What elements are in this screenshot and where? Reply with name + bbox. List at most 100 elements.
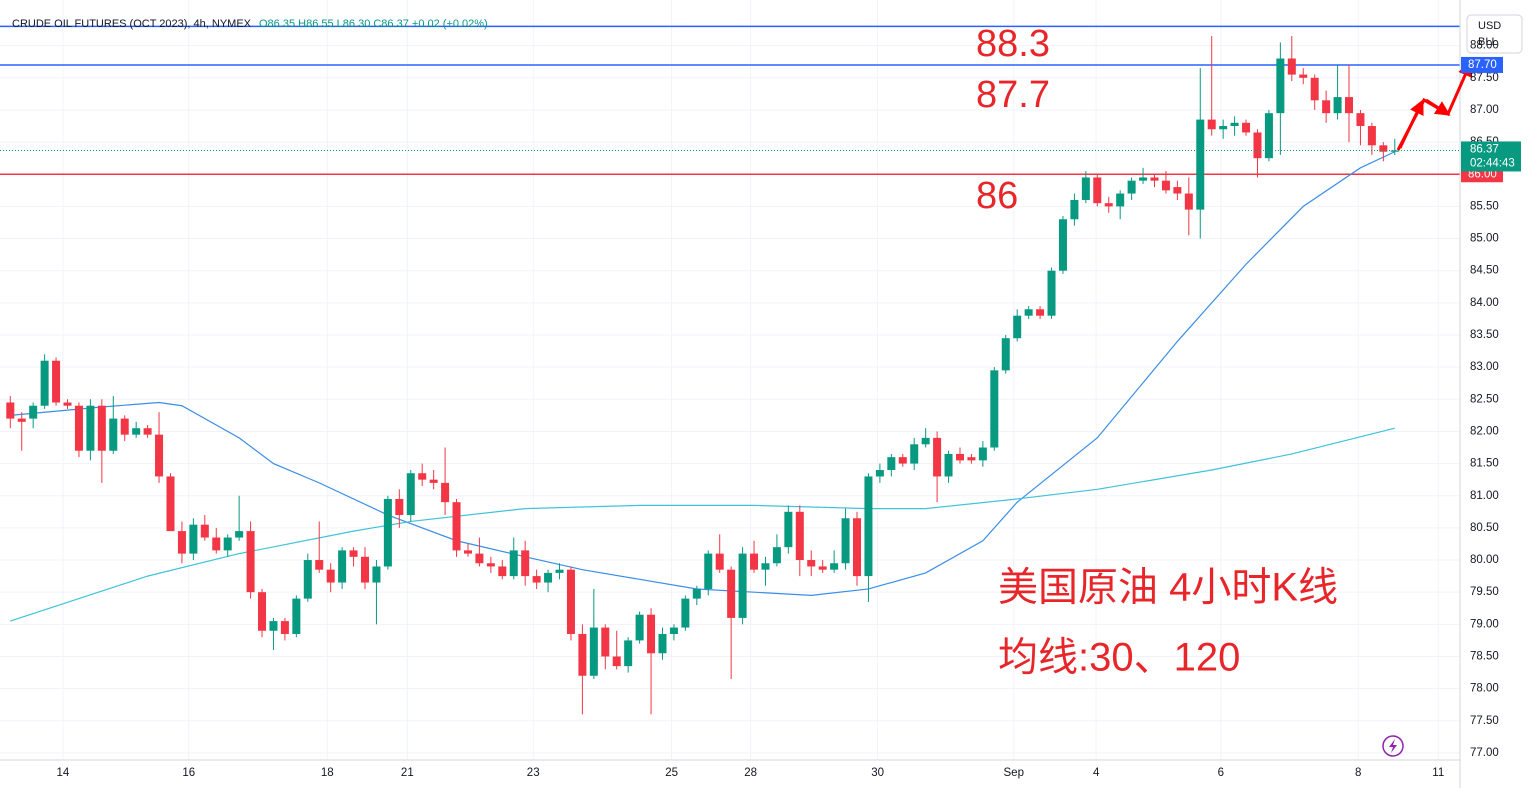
y-tick-label: 85.00 <box>1470 233 1499 245</box>
plot <box>0 25 1460 715</box>
candle-body <box>1333 97 1342 114</box>
candle-body <box>1345 97 1354 114</box>
candle-body <box>200 524 209 538</box>
candle-body <box>532 576 541 583</box>
x-tick-label: 25 <box>665 767 678 779</box>
y-tick-label: 78.00 <box>1470 683 1499 695</box>
symbol-title: CRUDE OIL FUTURES (OCT 2023), 4h, NYMEX <box>12 18 252 30</box>
candle-body <box>360 556 370 583</box>
ohlc-info: O86.35 H86.55 L86.30 C86.37 +0.02 (+0.02… <box>259 18 488 30</box>
candle-body <box>1287 58 1296 75</box>
candle-body <box>463 550 472 554</box>
candle-body <box>761 563 770 570</box>
candle-body <box>624 640 633 667</box>
candle-body <box>1173 187 1182 194</box>
candle-body <box>1390 150 1399 152</box>
candle-body <box>1184 193 1193 210</box>
candle-body <box>1242 122 1251 133</box>
candle-body <box>292 598 301 634</box>
candle-body <box>978 447 987 461</box>
y-tick-label: 79.50 <box>1470 586 1499 598</box>
candle-body <box>795 511 804 561</box>
candle-body <box>1070 199 1079 220</box>
x-tick-label: 18 <box>321 767 334 779</box>
candle-body <box>509 550 518 577</box>
candle-body <box>967 457 976 461</box>
candle-body <box>921 437 930 445</box>
candle-body <box>1161 180 1170 191</box>
candle-body <box>326 569 335 583</box>
candle-body <box>715 553 724 570</box>
candle-body <box>864 476 873 577</box>
candle-body <box>681 598 690 628</box>
candle-body <box>910 444 919 464</box>
candle-body <box>658 633 667 654</box>
candle-body <box>338 550 347 583</box>
y-tick-label: 78.50 <box>1470 651 1499 663</box>
candle-body <box>704 553 713 589</box>
y-tick-label: 79.00 <box>1470 618 1499 630</box>
candle-body <box>853 518 862 577</box>
y-tick-label: 88.00 <box>1470 40 1499 52</box>
x-tick-label: 23 <box>527 767 540 779</box>
candle-body <box>189 524 198 554</box>
y-tick-label: 87.50 <box>1470 72 1499 84</box>
candle-body <box>235 531 244 538</box>
candle-body <box>1356 113 1365 127</box>
candle-body <box>1230 122 1239 127</box>
candle-body <box>1093 177 1102 204</box>
annotation: 均线:30、120 <box>998 636 1240 680</box>
candle-body <box>303 560 312 599</box>
candle-body <box>1367 126 1376 146</box>
y-tick-label: 82.50 <box>1470 393 1499 405</box>
candle-body <box>1299 74 1308 78</box>
candle-body <box>566 569 575 634</box>
x-tick-label: 14 <box>57 767 70 779</box>
candle-body <box>86 405 95 451</box>
level-annotation: 87.7 <box>976 74 1050 116</box>
candle-body <box>887 457 896 471</box>
candle-body <box>944 453 953 477</box>
candle-body <box>875 470 884 477</box>
candle-body <box>1127 180 1136 194</box>
candle-body <box>955 453 964 461</box>
candle-body <box>578 633 587 676</box>
candle-body <box>212 537 221 551</box>
level-annotation: 86 <box>976 175 1018 217</box>
candle-body <box>17 418 26 422</box>
x-tick-label: 21 <box>401 767 414 779</box>
y-tick-label: 83.00 <box>1470 361 1499 373</box>
candle-body <box>784 511 793 548</box>
candle-body <box>1196 119 1205 210</box>
moving-average <box>10 427 1395 622</box>
candle-body <box>1104 203 1113 207</box>
candle-body <box>830 563 839 570</box>
candle-body <box>841 518 850 564</box>
countdown: 02:44:43 <box>1470 157 1515 169</box>
y-tick-label: 82.00 <box>1470 425 1499 437</box>
candle-body <box>155 434 164 477</box>
candle-body <box>486 563 495 567</box>
candle-body <box>6 402 15 419</box>
candle-body <box>1024 309 1033 316</box>
candle-body <box>97 405 106 451</box>
candle-body <box>1081 177 1090 200</box>
candle-body <box>990 370 999 448</box>
candle-body <box>669 627 678 634</box>
y-tick-label: 81.50 <box>1470 458 1499 470</box>
currency-box[interactable] <box>1466 14 1523 54</box>
candle-body <box>635 614 644 641</box>
annotation: 美国原油 4小时K线 <box>998 566 1338 610</box>
candle-body <box>1322 100 1331 114</box>
candle-body <box>898 457 907 464</box>
alert-icon[interactable] <box>1382 735 1404 757</box>
candle-body <box>1219 126 1228 130</box>
candle-body <box>807 560 816 567</box>
candle-body <box>818 566 827 570</box>
candle-body <box>1047 270 1056 316</box>
x-tick-label: 6 <box>1218 767 1224 779</box>
y-tick-label: 87.00 <box>1470 104 1499 116</box>
y-tick-label: 80.50 <box>1470 522 1499 534</box>
candle-body <box>1253 132 1262 159</box>
y-tick-label: 84.50 <box>1470 265 1499 277</box>
